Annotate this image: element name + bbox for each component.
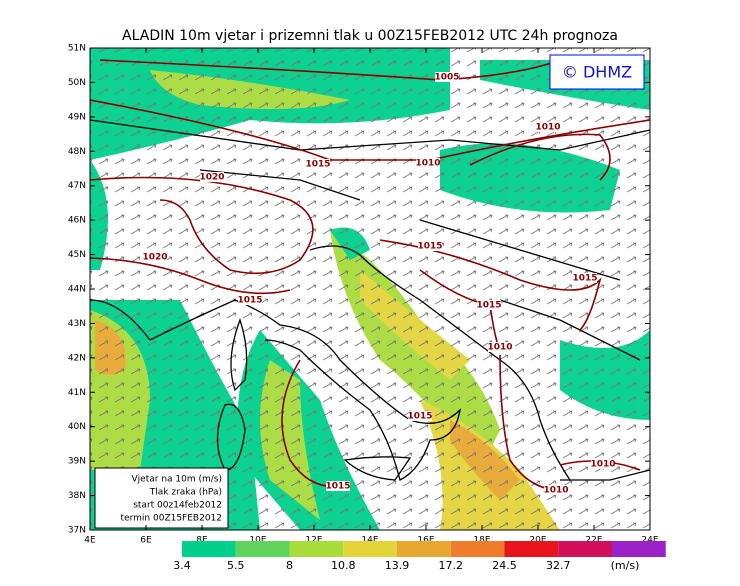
colorbar-label: 17.2 xyxy=(439,559,464,572)
lat-label: 40N xyxy=(68,422,86,432)
isobar-label: 1015 xyxy=(325,482,350,492)
lon-label: 16E xyxy=(417,536,434,546)
legend-line: Tlak zraka (hPa) xyxy=(149,488,222,498)
isobar-label-bg xyxy=(143,252,167,262)
lat-label: 50N xyxy=(68,78,86,88)
isobar-label-bg xyxy=(573,273,597,283)
lat-label: 48N xyxy=(68,147,86,157)
colorbar-box xyxy=(450,541,505,557)
isobar-label-bg xyxy=(536,122,560,132)
lon-label: 6E xyxy=(140,536,152,546)
lat-label: 42N xyxy=(68,353,86,363)
colorbar-box xyxy=(289,541,344,557)
isobar-label-bg xyxy=(306,159,330,169)
title: ALADIN 10m vjetar i prizemni tlak u 00Z1… xyxy=(122,28,618,44)
isobar-label: 1010 xyxy=(487,343,512,353)
isobar-label: 1010 xyxy=(535,123,560,133)
colorbar-box xyxy=(397,541,451,557)
lon-label: 24E xyxy=(641,536,658,546)
isobar-label-bg xyxy=(326,481,350,491)
lat-label: 51N xyxy=(68,44,86,54)
isobar-label-bg xyxy=(488,342,512,352)
isobar-label: 1015 xyxy=(572,274,597,284)
lon-label: 18E xyxy=(473,536,490,546)
lon-label: 4E xyxy=(84,536,96,546)
isobar-label: 1010 xyxy=(415,159,440,169)
lat-label: 49N xyxy=(68,112,86,122)
isobar-label-bg xyxy=(408,411,432,421)
colorbar-label: 24.5 xyxy=(492,559,517,572)
colorbar-box xyxy=(235,541,290,557)
isobar-label-bg xyxy=(418,241,442,251)
isobar-label: 1010 xyxy=(590,460,615,470)
colorbar-label: 13.9 xyxy=(385,559,410,572)
lon-label: 8E xyxy=(196,536,208,546)
colorbar-label: 3.4 xyxy=(173,559,191,572)
isobar-label: 1015 xyxy=(237,296,262,306)
lat-label: 41N xyxy=(68,388,86,398)
colorbar-label: 5.5 xyxy=(227,559,245,572)
colorbar-unit: (m/s) xyxy=(611,559,640,572)
isobar-label-bg xyxy=(477,300,501,310)
legend-line: termin 00Z15FEB2012 xyxy=(121,514,222,524)
isobar-label: 1005 xyxy=(434,73,459,83)
lat-label: 38N xyxy=(68,491,86,501)
isobar-label: 1015 xyxy=(305,160,330,170)
colorbar-label: 32.7 xyxy=(546,559,571,572)
lon-label: 12E xyxy=(305,536,322,546)
lon-label: 10E xyxy=(249,536,266,546)
isobar-label: 1020 xyxy=(199,173,224,183)
isobar-label-bg xyxy=(544,485,568,495)
isobar-label-bg xyxy=(591,459,615,469)
lon-label: 14E xyxy=(361,536,378,546)
lat-label: 47N xyxy=(68,181,86,191)
colorbar-label: 10.8 xyxy=(331,559,356,572)
isobar-label-bg xyxy=(200,172,224,182)
lat-label: 39N xyxy=(68,457,86,467)
lat-label: 45N xyxy=(68,250,86,260)
lat-label: 44N xyxy=(68,285,86,295)
isobar-label: 1020 xyxy=(142,253,167,263)
isobar-label: 1015 xyxy=(476,301,501,311)
isobar-label: 1015 xyxy=(407,412,432,422)
isobar-label-bg xyxy=(416,158,440,168)
isobar-label-bg xyxy=(435,72,459,82)
colorbar-box xyxy=(343,541,397,557)
isobar-label: 1015 xyxy=(417,242,442,252)
colorbar-box xyxy=(182,541,236,557)
logo: © DHMZ xyxy=(562,63,632,82)
legend-line: Vjetar na 10m (m/s) xyxy=(132,475,222,485)
colorbar-label: 8 xyxy=(286,559,293,572)
map: © DHMZ 1005 1010 1010 1015 1020 1020 1015 1015 1… xyxy=(90,48,650,530)
colorbar-box xyxy=(612,541,666,557)
lon-label: 20E xyxy=(529,536,546,546)
isobar-label-bg xyxy=(238,295,262,305)
lat-label: 37N xyxy=(68,526,86,536)
lat-label: 43N xyxy=(68,319,86,329)
colorbar-box xyxy=(504,541,559,557)
legend-line: start 00z14feb2012 xyxy=(133,501,222,511)
lat-label: 46N xyxy=(68,216,86,226)
lon-label: 22E xyxy=(585,536,602,546)
isobar-label: 1010 xyxy=(543,486,568,496)
colorbar-box xyxy=(558,541,612,557)
